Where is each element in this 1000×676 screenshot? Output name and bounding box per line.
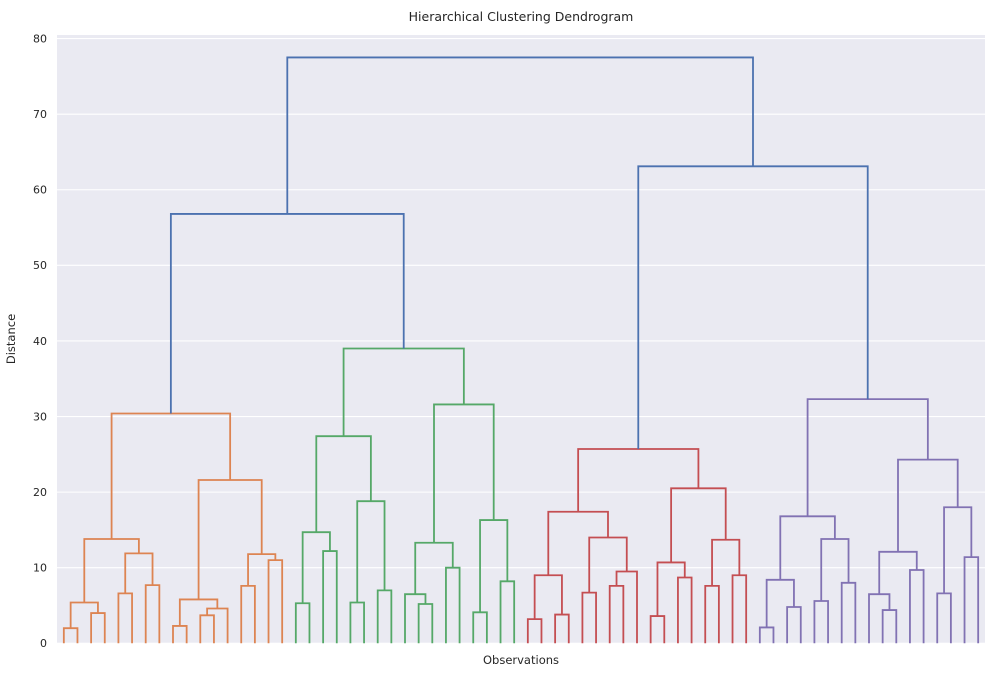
dendrogram-links	[62, 56, 980, 644]
y-tick-label: 30	[33, 410, 47, 423]
y-tick-label: 40	[33, 335, 47, 348]
y-tick-label: 20	[33, 486, 47, 499]
y-axis-label: Distance	[4, 314, 18, 364]
plot-background	[57, 35, 985, 644]
dendrogram-link	[286, 56, 754, 214]
chart-title: Hierarchical Clustering Dendrogram	[409, 9, 634, 24]
x-axis-label: Observations	[483, 653, 559, 667]
gridlines	[57, 38, 985, 644]
y-tick-label: 70	[33, 108, 47, 121]
plot-area	[57, 35, 985, 644]
y-tick-label: 60	[33, 184, 47, 197]
y-tick-label: 50	[33, 259, 47, 272]
y-tick-label: 0	[40, 637, 47, 650]
y-tick-label: 10	[33, 562, 47, 575]
y-tick-label: 80	[33, 32, 47, 45]
y-axis-tick-labels: 0 10 20 30 40 50 60 70 80	[33, 32, 47, 650]
